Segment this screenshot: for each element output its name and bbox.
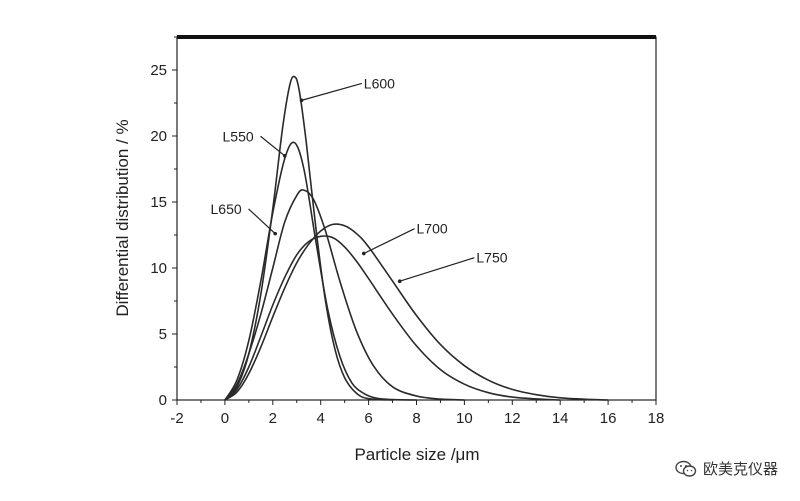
series-line-l550 xyxy=(224,141,417,401)
annotation-pointer xyxy=(362,251,366,256)
annotation-pointer xyxy=(273,231,277,236)
y-tick-label: 20 xyxy=(150,128,167,145)
y-axis-title: Differential distribution / % xyxy=(113,119,132,316)
x-tick-label: -2 xyxy=(170,410,183,427)
x-tick-label: 6 xyxy=(364,410,372,427)
annotation-leader xyxy=(363,228,415,255)
series-line-l700 xyxy=(224,235,561,401)
series-label-l750: L750 xyxy=(476,250,507,266)
x-tick-label: 0 xyxy=(221,410,229,427)
y-tick-label: 5 xyxy=(159,326,167,343)
y-tick-label: 0 xyxy=(159,392,167,409)
annotation-leader xyxy=(248,208,276,235)
annotation-pointer xyxy=(397,279,402,284)
y-axis-ticks: 0 5 10 15 20 25 xyxy=(150,36,177,409)
annotation-pointer xyxy=(282,154,287,158)
series-lines xyxy=(224,75,609,401)
series-annotations: L600 L550 L650 L700 L750 xyxy=(211,75,508,284)
series-label-l650: L650 xyxy=(211,201,242,217)
series-label-l700: L700 xyxy=(417,221,448,237)
series-line-l600 xyxy=(224,75,393,401)
y-tick-label: 25 xyxy=(150,62,167,79)
x-tick-label: 16 xyxy=(600,410,617,427)
annotation-pointer xyxy=(299,98,304,103)
x-tick-label: 2 xyxy=(269,410,277,427)
y-tick-label: 15 xyxy=(150,194,167,211)
series-line-l650 xyxy=(224,189,465,401)
annotation-leader xyxy=(301,82,362,101)
x-tick-label: 4 xyxy=(317,410,325,427)
watermark: 欧美克仪器 xyxy=(675,458,778,479)
x-tick-label: 14 xyxy=(552,410,569,427)
watermark-text: 欧美克仪器 xyxy=(702,460,778,478)
series-line-l750 xyxy=(224,223,609,401)
x-tick-label: 10 xyxy=(456,410,473,427)
annotation-leader xyxy=(399,257,475,282)
y-tick-label: 10 xyxy=(150,260,167,277)
annotation-leader xyxy=(260,135,286,157)
x-axis-title: Particle size /μm xyxy=(354,445,479,464)
series-label-l600: L600 xyxy=(364,75,395,91)
x-tick-label: 12 xyxy=(504,410,521,427)
series-label-l550: L550 xyxy=(223,128,254,144)
x-tick-label: 18 xyxy=(648,410,665,427)
x-axis-ticks: -2 0 2 4 6 8 10 12 14 16 18 xyxy=(170,400,664,427)
x-tick-label: 8 xyxy=(412,410,420,427)
wechat-icon xyxy=(675,460,697,477)
